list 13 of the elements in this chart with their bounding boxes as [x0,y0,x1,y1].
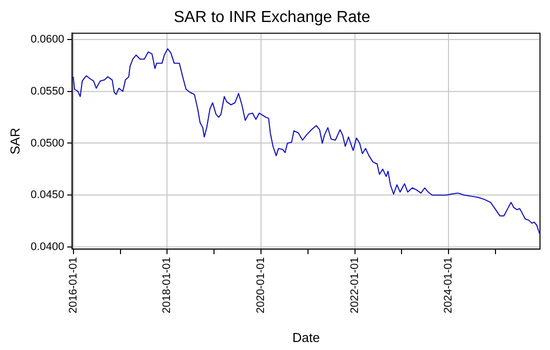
y-tick-label: 0.0400 [30,241,64,254]
x-tick-label: 2024-01-01 [442,257,455,314]
y-tick-label: 0.0450 [30,189,64,202]
x-tick-label: 2018-01-01 [161,257,174,314]
x-tick-label: 2022-01-01 [348,257,361,314]
y-axis-title: SAR [7,128,22,155]
y-tick-label: 0.0600 [30,33,64,46]
x-tick-label: 2020-01-01 [254,257,267,314]
chart-title: SAR to INR Exchange Rate [174,9,370,26]
x-tick-label: 2016-01-01 [67,257,80,314]
y-tick-label: 0.0550 [30,85,64,98]
x-axis-title: Date [292,330,320,345]
y-tick-label: 0.0500 [30,137,64,150]
